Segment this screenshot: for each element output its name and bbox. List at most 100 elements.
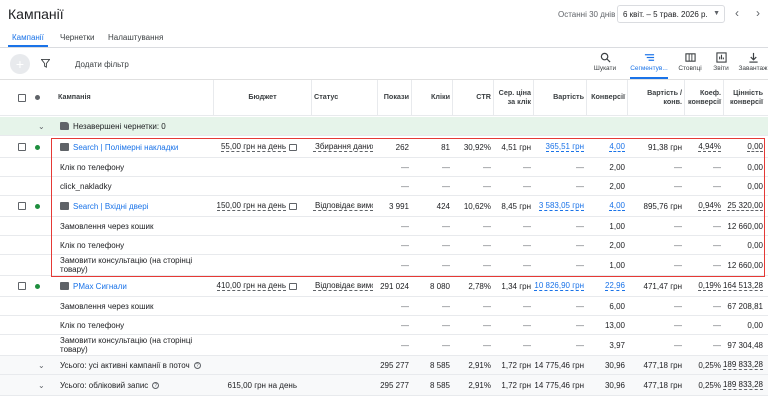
campaign-name-link[interactable]: Search | Полімерні накладки <box>73 142 179 152</box>
campaign-name-link[interactable]: Search | Вхідні двері <box>73 201 149 211</box>
conversion-action-name: Замовити консультацію (на сторінці товар… <box>60 336 193 354</box>
budget-graph-icon[interactable] <box>289 282 297 290</box>
metric-conv-rate: 0,94% <box>684 196 723 216</box>
search-icon <box>600 52 611 63</box>
metric-clicks: 8 080 <box>411 276 452 296</box>
date-range-select[interactable]: 6 квіт. – 5 трав. 2026 р. ▼ <box>617 5 725 23</box>
col-cost[interactable]: Вартість <box>533 80 586 115</box>
search-tool-button[interactable]: Шукати <box>592 52 618 72</box>
campaign-row[interactable]: Search | Полімерні накладки 55,00 грн на … <box>0 137 768 158</box>
conv-rate-value: — <box>713 181 721 191</box>
budget-value[interactable]: 55,00 грн на день <box>220 142 286 152</box>
metric-cost-per-conv: — <box>627 177 684 195</box>
campaign-name-link[interactable]: PMax Сигнали <box>73 281 127 291</box>
chevron-down-icon[interactable]: ⌄ <box>38 121 45 131</box>
row-checkbox[interactable] <box>18 143 26 151</box>
conversion-action-row[interactable]: Замовлення через кошик — — — — — 1,00 — — 12 660,… <box>0 217 768 236</box>
metric-conversions: 22,96 <box>586 276 627 296</box>
col-impressions[interactable]: Покази <box>377 80 411 115</box>
chevron-right-icon[interactable]: › <box>756 6 760 20</box>
help-icon[interactable]: ? <box>193 361 201 369</box>
metric-impressions: 295 277 <box>377 356 411 374</box>
tab-campaigns[interactable]: Кампанії <box>12 33 44 42</box>
cost-value[interactable]: 3 583,05 грн <box>538 201 584 211</box>
metric-clicks: — <box>411 158 452 176</box>
cost-value[interactable]: 10 826,90 грн <box>534 281 584 291</box>
conversions-value[interactable]: 4,00 <box>609 142 625 152</box>
conversion-action-row[interactable]: Замовити консультацію (на сторінці товар… <box>0 255 768 276</box>
tab-drafts[interactable]: Чернетки <box>60 33 95 42</box>
col-conv-value[interactable]: Цінність конверсії <box>723 80 765 115</box>
budget-graph-icon[interactable] <box>289 202 297 210</box>
reports-tool-button[interactable]: Звіти <box>708 52 734 72</box>
col-budget[interactable]: Бюджет <box>213 80 311 115</box>
metric-clicks: — <box>411 335 452 355</box>
conversion-action-row[interactable]: Замовлення через кошик — — — — — 6,00 — — 67 208,… <box>0 297 768 316</box>
col-campaign[interactable]: Кампанія <box>58 92 91 102</box>
col-clicks[interactable]: Кліки <box>411 80 452 115</box>
select-all-checkbox[interactable] <box>18 93 26 102</box>
conversion-action-row[interactable]: Клік по телефону — — — — — 13,00 — — 0,00 <box>0 316 768 335</box>
col-avg-cpc[interactable]: Сер. ціна за клік <box>493 80 533 115</box>
conv-rate-value: — <box>713 340 721 350</box>
conversion-action-row[interactable]: Замовити консультацію (на сторінці товар… <box>0 335 768 356</box>
status-enabled-icon <box>35 144 40 150</box>
add-filter-button[interactable]: Додати фільтр <box>75 60 129 69</box>
row-checkbox[interactable] <box>18 202 26 210</box>
conversions-value: 1,00 <box>609 221 625 231</box>
metric-conversions: 4,00 <box>586 196 627 216</box>
conv-value-value: 0,00 <box>747 181 763 191</box>
budget-graph-icon[interactable] <box>289 143 297 151</box>
chevron-down-icon[interactable]: ⌄ <box>38 360 45 370</box>
conversions-value: 13,00 <box>604 320 625 330</box>
col-status[interactable]: Статус <box>311 80 377 115</box>
download-tool-button[interactable]: Завантаж <box>738 52 768 72</box>
conv-value-value: 0,00 <box>747 142 763 152</box>
conversion-action-row[interactable]: Клік по телефону — — — — — 2,00 — — 0,00 <box>0 158 768 177</box>
folder-icon <box>60 122 69 130</box>
status-cell: Відповідає вимогам <box>313 280 373 291</box>
metric-cost: — <box>533 255 586 275</box>
cost-value[interactable]: 365,51 грн <box>545 142 584 152</box>
campaign-row[interactable]: PMax Сигнали 410,00 грн на день Відповідає… <box>0 276 768 297</box>
total-row[interactable]: ⌄ Усього: обліковий запис? 615,00 грн на д… <box>0 375 768 396</box>
metric-cost-per-conv: — <box>627 217 684 235</box>
row-checkbox[interactable] <box>18 282 26 290</box>
drafts-row[interactable]: ⌄ Незавершені чернетки: 0 <box>0 117 768 136</box>
budget-value[interactable]: 410,00 грн на день <box>216 281 286 291</box>
conversion-action-row[interactable]: Клік по телефону — — — — — 2,00 — — 0,00 <box>0 236 768 255</box>
download-icon <box>748 52 758 63</box>
budget-value[interactable]: 150,00 грн на день <box>216 201 286 211</box>
cost-value: — <box>576 162 584 172</box>
metric-cost: 14 775,46 грн <box>533 375 586 395</box>
metric-impressions: 295 277 <box>377 375 411 395</box>
conv-rate-value: — <box>713 240 721 250</box>
col-conversions[interactable]: Конверсії <box>586 80 627 115</box>
tab-settings[interactable]: Налаштування <box>108 33 164 42</box>
ctr-value: — <box>483 301 491 311</box>
conversions-value[interactable]: 4,00 <box>609 201 625 211</box>
col-ctr[interactable]: CTR <box>452 80 493 115</box>
add-campaign-button[interactable]: + <box>10 54 30 74</box>
columns-tool-button[interactable]: Стовпці <box>676 52 704 72</box>
segment-tool-button[interactable]: Сегментув... <box>628 52 670 72</box>
conversion-action-row[interactable]: click_nakladky — — — — — 2,00 — — 0,00 <box>0 177 768 196</box>
conversions-value[interactable]: 22,96 <box>604 281 625 291</box>
help-icon[interactable]: ? <box>152 381 160 389</box>
metric-impressions: — <box>377 297 411 315</box>
metric-conv-value: 12 660,00 <box>723 255 765 275</box>
metric-impressions: — <box>377 236 411 254</box>
col-cost-per-conv[interactable]: Вартість / конв. <box>627 80 684 115</box>
chevron-down-icon[interactable]: ⌄ <box>38 380 45 390</box>
cost-per-conv-value: 477,18 грн <box>643 360 682 370</box>
metric-clicks: 8 585 <box>411 375 452 395</box>
metric-avg-cpc: — <box>493 177 533 195</box>
metric-impressions: 262 <box>377 137 411 157</box>
chevron-left-icon[interactable]: ‹ <box>735 6 739 20</box>
filter-icon[interactable] <box>41 59 50 68</box>
impressions-value: 295 277 <box>380 380 409 390</box>
campaign-row[interactable]: Search | Вхідні двері 150,00 грн на день В… <box>0 196 768 217</box>
impressions-value: — <box>401 301 409 311</box>
col-conv-rate[interactable]: Коеф. конверсії <box>684 80 723 115</box>
total-row[interactable]: ⌄ Усього: усі активні кампанії в поточ? 29… <box>0 356 768 375</box>
